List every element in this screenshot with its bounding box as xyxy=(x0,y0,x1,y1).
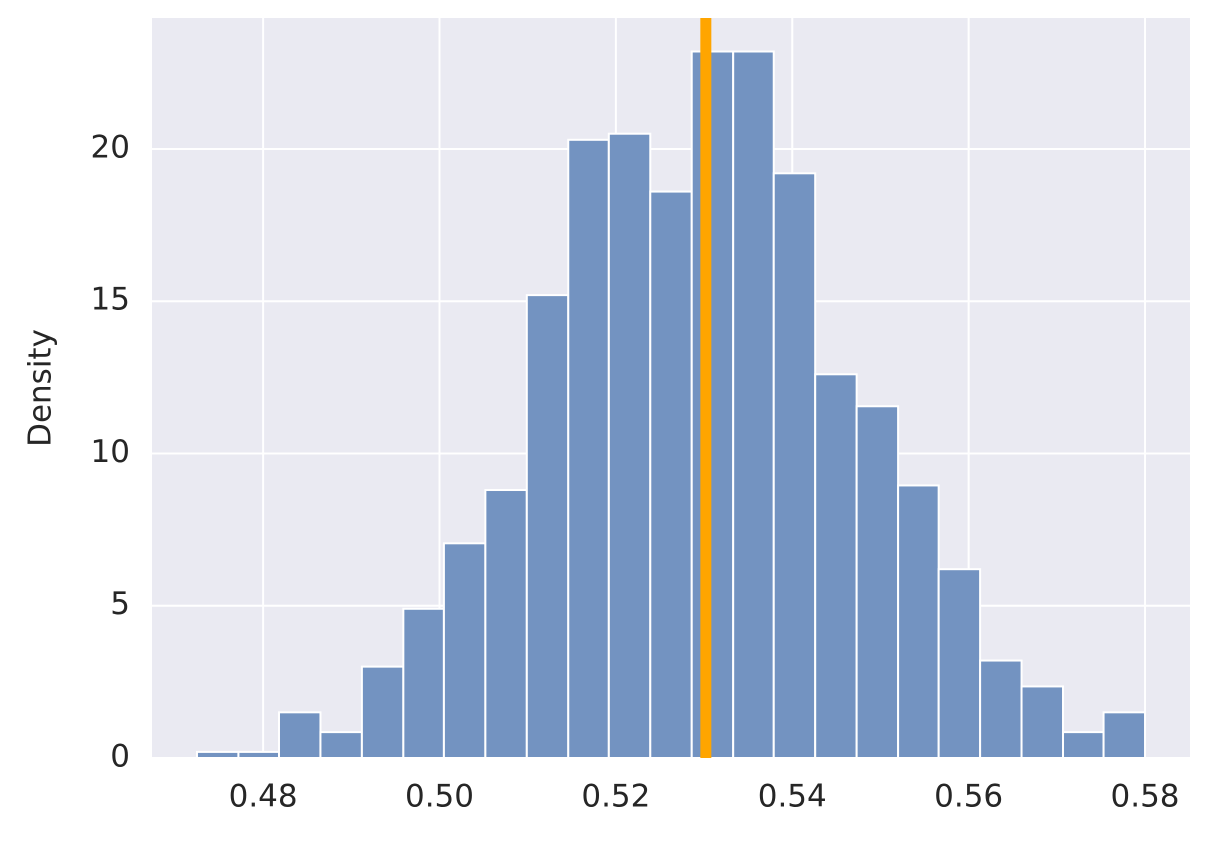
x-tick-label: 0.54 xyxy=(758,779,827,815)
bar xyxy=(649,190,693,759)
bar xyxy=(937,568,982,759)
bar xyxy=(732,50,775,760)
bar xyxy=(567,138,610,759)
y-tick-label: 20 xyxy=(91,129,130,165)
y-tick-label: 15 xyxy=(91,282,130,318)
bar xyxy=(814,373,858,759)
y-axis-label: Density xyxy=(23,329,59,447)
bar xyxy=(360,665,405,759)
marks xyxy=(195,18,1147,760)
bar xyxy=(1062,731,1105,760)
bar xyxy=(237,750,280,760)
bar xyxy=(855,405,900,759)
bar xyxy=(402,607,445,760)
bar xyxy=(525,294,570,759)
y-tick-label: 5 xyxy=(110,586,130,622)
y-tick-label: 0 xyxy=(110,739,130,775)
bar xyxy=(979,659,1023,760)
bar xyxy=(277,711,322,759)
bar xyxy=(195,750,240,760)
bar xyxy=(319,731,363,760)
bar xyxy=(897,484,940,759)
bar xyxy=(690,50,735,760)
bar xyxy=(1020,685,1065,760)
x-tick-label: 0.52 xyxy=(581,779,650,815)
bar xyxy=(607,132,652,760)
x-tick-label: 0.56 xyxy=(934,779,1003,815)
x-tick-label: 0.58 xyxy=(1111,779,1180,815)
x-tick-label: 0.48 xyxy=(229,779,298,815)
bar xyxy=(484,489,528,759)
x-tick-label: 0.50 xyxy=(405,779,474,815)
bar xyxy=(442,542,487,760)
bar xyxy=(1102,711,1147,759)
bar xyxy=(772,172,817,759)
y-tick-label: 10 xyxy=(91,434,130,470)
